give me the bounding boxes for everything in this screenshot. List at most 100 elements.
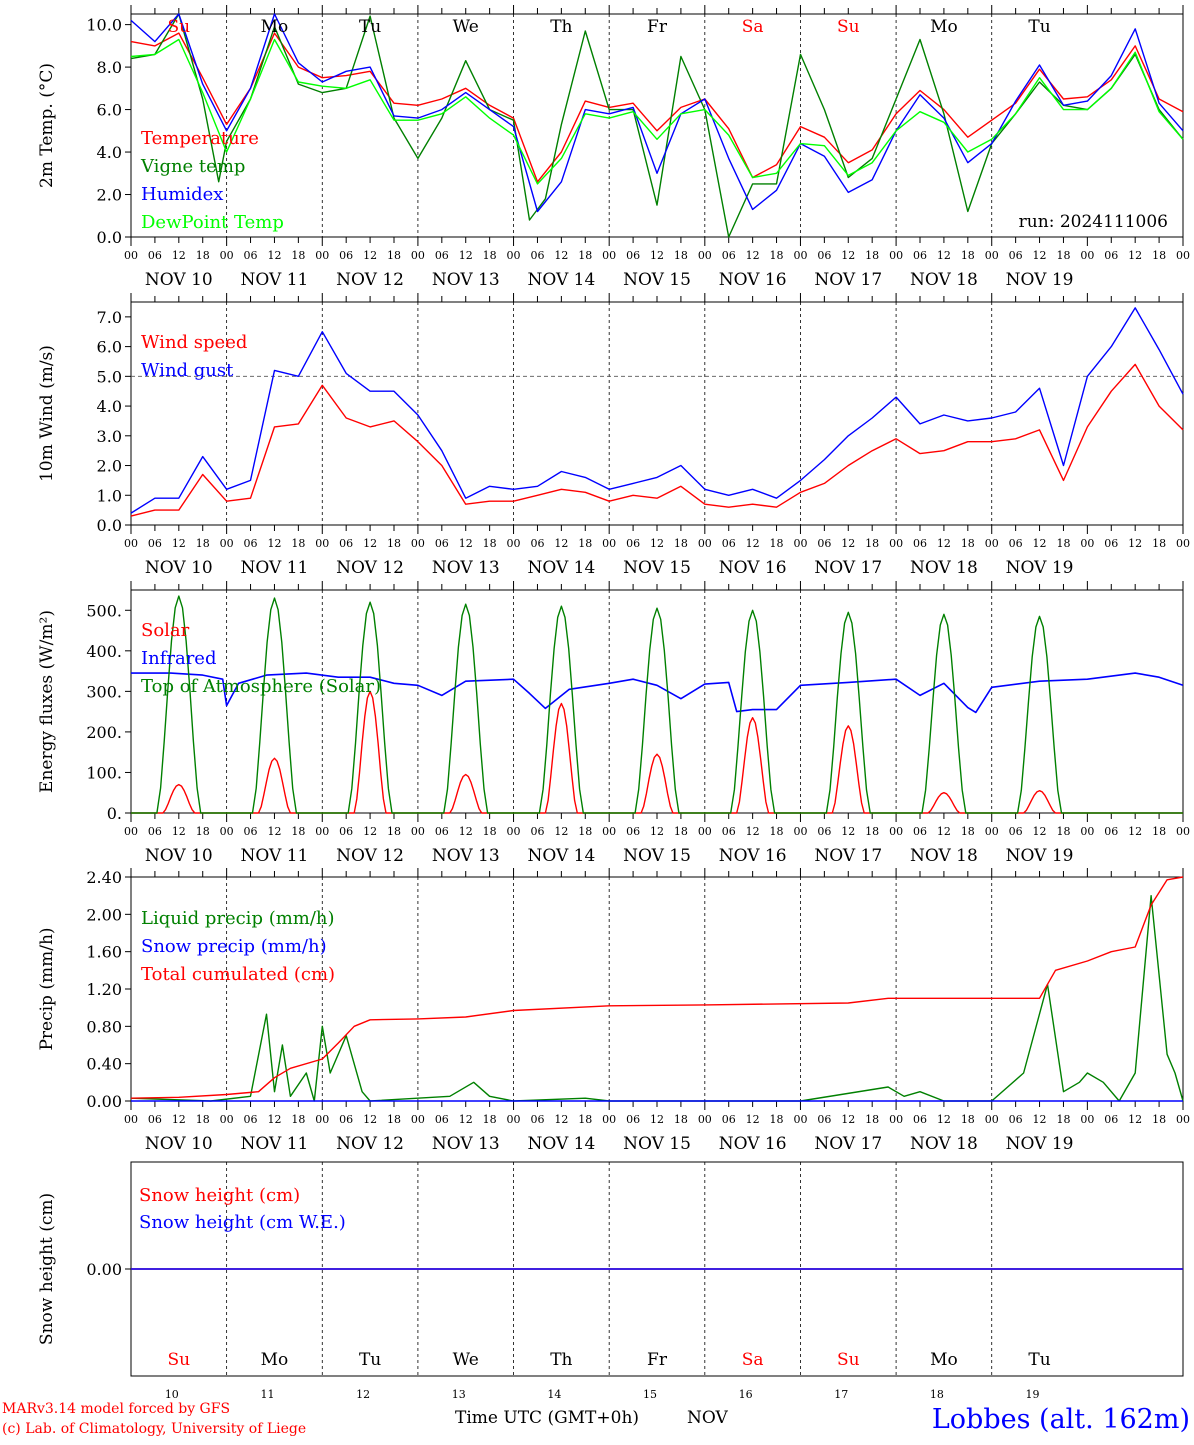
hour-tick-label: 12 (841, 249, 855, 262)
hour-tick-label: 18 (291, 537, 305, 550)
hour-tick-label: 06 (626, 537, 640, 550)
y-tick-label: 500. (86, 601, 122, 620)
hour-tick-label: 06 (244, 825, 258, 838)
hour-tick-label: 00 (124, 825, 138, 838)
y-tick-label: 10.0 (86, 16, 122, 35)
hour-tick-label: 06 (148, 249, 162, 262)
hour-tick-label: 12 (554, 537, 568, 550)
hour-tick-label: 06 (817, 825, 831, 838)
hour-tick-label: 00 (602, 249, 616, 262)
y-axis-label: Snow height (cm) (37, 1193, 57, 1345)
hour-tick-label: 00 (1176, 825, 1190, 838)
series-line-wind-gust (130, 307, 1184, 514)
hour-tick-label: 00 (1080, 825, 1094, 838)
y-tick-label: 0.80 (86, 1017, 122, 1036)
hour-tick-label: 18 (291, 825, 305, 838)
hour-tick-label: 00 (889, 249, 903, 262)
hour-tick-label: 12 (1033, 249, 1047, 262)
date-label: NOV 12 (336, 846, 404, 866)
date-label: NOV 13 (432, 558, 500, 578)
hour-tick-label: 00 (411, 249, 425, 262)
hour-tick-label: 00 (985, 537, 999, 550)
y-tick-label: 5.0 (97, 367, 122, 386)
y-axis-label: 2m Temp. (°C) (37, 63, 57, 188)
legend-entry: Humidex (141, 184, 223, 205)
hour-tick-label: 00 (507, 1113, 521, 1126)
date-label: NOV 15 (623, 846, 691, 866)
date-label: NOV 18 (910, 558, 978, 578)
hour-tick-label: 00 (1176, 1113, 1190, 1126)
y-tick-label: 300. (86, 682, 122, 701)
date-label: NOV 14 (527, 846, 595, 866)
hour-tick-label: 06 (530, 825, 544, 838)
date-label: NOV 14 (527, 1134, 595, 1154)
hour-tick-label: 18 (674, 249, 688, 262)
hour-tick-label: 12 (554, 249, 568, 262)
day-name: Mo (930, 1350, 958, 1370)
hour-tick-label: 00 (315, 249, 329, 262)
hour-tick-label: 00 (1080, 1113, 1094, 1126)
hour-tick-label: 00 (124, 1113, 138, 1126)
day-number: 15 (643, 1388, 657, 1401)
hour-tick-label: 18 (770, 825, 784, 838)
y-tick-label: 7.0 (97, 308, 122, 327)
hour-tick-label: 18 (1152, 825, 1166, 838)
hour-tick-label: 00 (698, 825, 712, 838)
hour-tick-label: 06 (1104, 537, 1118, 550)
hour-tick-label: 06 (244, 537, 258, 550)
legend-entry: Wind speed (141, 332, 247, 353)
date-label: NOV 17 (814, 1134, 882, 1154)
hour-tick-label: 18 (961, 825, 975, 838)
hour-tick-label: 12 (746, 537, 760, 550)
legend-entry: Snow height (cm W.E.) (139, 1212, 346, 1233)
date-label: NOV 16 (719, 270, 787, 290)
hour-tick-label: 12 (459, 825, 473, 838)
day-number: 14 (547, 1388, 561, 1401)
y-tick-label: 100. (86, 763, 122, 782)
hour-tick-label: 18 (961, 249, 975, 262)
hour-tick-label: 06 (722, 249, 736, 262)
y-tick-label: 4.0 (97, 143, 122, 162)
hour-tick-label: 12 (363, 249, 377, 262)
hour-tick-label: 12 (650, 537, 664, 550)
date-label: NOV 16 (719, 558, 787, 578)
day-name: Sa (742, 1350, 764, 1370)
date-label: NOV 14 (527, 558, 595, 578)
series-line-infrared (131, 672, 1184, 714)
panel-wind: 00 06 12 18 00 06 12 18 00 06 12 18 00 06 12 18 00 06 12 18… (37, 293, 1190, 578)
hour-tick-label: 12 (650, 249, 664, 262)
legend-entry: Vigne temp (140, 156, 245, 177)
date-label: NOV 13 (432, 270, 500, 290)
date-label: NOV 10 (145, 270, 213, 290)
hour-tick-label: 00 (507, 537, 521, 550)
date-label: NOV 11 (241, 1134, 309, 1154)
hour-tick-label: 18 (1056, 537, 1070, 550)
hour-tick-label: 06 (148, 1113, 162, 1126)
hour-tick-label: 18 (1152, 537, 1166, 550)
model-credit: MARv3.14 model forced by GFS (2, 1401, 230, 1417)
hour-tick-label: 00 (507, 249, 521, 262)
day-name: Su (837, 1350, 860, 1370)
date-label: NOV 13 (432, 1134, 500, 1154)
day-name: Su (168, 1350, 191, 1370)
hour-tick-label: 00 (602, 825, 616, 838)
date-label: NOV 15 (623, 1134, 691, 1154)
hour-tick-label: 18 (196, 825, 210, 838)
y-tick-label: 1.60 (86, 943, 122, 962)
hour-tick-label: 18 (291, 1113, 305, 1126)
day-number: 19 (1026, 1388, 1040, 1401)
hour-tick-label: 00 (602, 1113, 616, 1126)
hour-tick-label: 12 (841, 537, 855, 550)
y-tick-label: 2.0 (97, 186, 122, 205)
hour-tick-label: 18 (1152, 1113, 1166, 1126)
hour-tick-label: 18 (578, 1113, 592, 1126)
hour-tick-label: 06 (913, 1113, 927, 1126)
hour-tick-label: 06 (626, 249, 640, 262)
date-label: NOV 16 (719, 846, 787, 866)
hour-tick-label: 00 (124, 249, 138, 262)
hour-tick-label: 06 (817, 537, 831, 550)
date-label: NOV 10 (145, 1134, 213, 1154)
hour-tick-label: 12 (172, 825, 186, 838)
hour-tick-label: 06 (435, 537, 449, 550)
date-label: NOV 16 (719, 1134, 787, 1154)
